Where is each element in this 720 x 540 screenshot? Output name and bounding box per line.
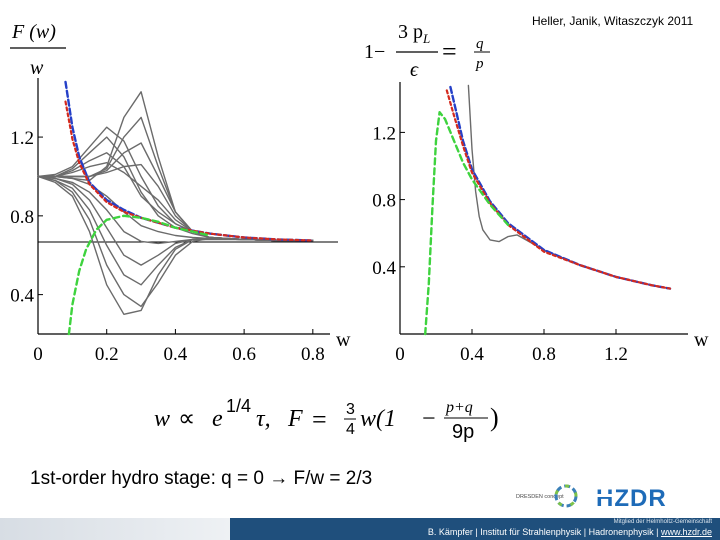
right-series-gray: [467, 84, 671, 290]
right-xlabel: w: [694, 329, 709, 351]
right-ylabel-prefix: 1−: [364, 41, 385, 63]
left-ylabel-denominator: w: [30, 57, 44, 79]
left-xtick-label: 0: [33, 344, 43, 365]
footer-link[interactable]: www.hzdr.de: [660, 527, 712, 537]
formula-pq: p+q: [445, 399, 473, 416]
formula-e: e: [212, 406, 223, 432]
dresden-concept-label: DRESDEN concept: [516, 494, 564, 500]
left-ylabel-numerator: F (w): [11, 21, 56, 43]
left-xtick-label: 0.2: [95, 344, 119, 365]
left-ytick-label: 0.4: [10, 286, 34, 307]
right-ytick-label: 1.2: [372, 123, 396, 144]
dresden-ring-icon: [554, 484, 578, 508]
left-xlabel: w: [336, 329, 351, 351]
left-series-gray: [37, 175, 314, 266]
right-ylabel-frac-sub: L: [422, 31, 430, 46]
footer-text: B. Kämpfer | Institut für Strahlenphysik…: [428, 527, 712, 537]
formula-prop: ∝: [178, 406, 195, 432]
formula-three: 3: [346, 401, 355, 418]
footer-member: Mitglied der Helmholtz-Gemeinschaft: [613, 519, 712, 525]
footer-credit: B. Kämpfer | Institut für Strahlenphysik…: [427, 527, 661, 537]
formula-eq: =: [312, 405, 327, 434]
formula-w2: w(1: [360, 406, 396, 432]
right-xtick-label: 1.2: [604, 344, 628, 365]
footer-left-band: [0, 518, 230, 540]
formula-w: w: [154, 406, 170, 432]
formula-close: ): [490, 403, 499, 432]
formula-exp: 1/4: [226, 396, 251, 416]
right-ylabel-frac-num: 3 pL: [398, 21, 430, 46]
formula-ninep: 9p: [452, 421, 474, 443]
left-ytick-label: 1.2: [10, 128, 34, 149]
dresden-concept-logo: DRESDEN concept: [516, 484, 578, 508]
logos: DRESDEN concept HZDR: [516, 484, 667, 512]
hzdr-logo-text: HZDR: [596, 485, 667, 512]
left-xtick-label: 0.4: [164, 344, 188, 365]
left-plot-layer: 0 0.2 0.4 0.6 0.8 1.2 0.8 0.4: [10, 78, 338, 365]
formula-tau: τ,: [256, 406, 271, 432]
left-xtick-label: 0.6: [232, 344, 256, 365]
right-ylabel-rhs-den: p: [475, 56, 484, 72]
hzdr-logo-accent: [596, 494, 618, 497]
formula-minus: −: [422, 406, 436, 432]
right-ytick-label: 0.4: [372, 258, 396, 279]
right-ytick-label: 0.8: [372, 191, 396, 212]
citation: Heller, Janik, Witaszczyk 2011: [532, 14, 694, 28]
caption: 1st-order hydro stage: q = 0 → F/w = 2/3: [30, 468, 373, 489]
formula-F: F: [287, 406, 303, 432]
right-xtick-label: 0: [395, 344, 405, 365]
left-series-gray: [37, 126, 314, 242]
left-series-blue-dashed: [64, 80, 314, 242]
hzdr-logo: HZDR: [596, 485, 667, 512]
right-ylabel-eq: =: [442, 37, 457, 66]
formula-four: 4: [346, 421, 355, 438]
right-ylabel-frac-num-text: 3 p: [398, 21, 423, 43]
left-ytick-label: 0.8: [10, 207, 34, 228]
left-series-green-dashed: [67, 214, 211, 336]
right-plot-layer: 0 0.4 0.8 1.2 1.2 0.8 0.4: [372, 82, 688, 365]
right-xtick-label: 0.8: [532, 344, 556, 365]
right-xtick-label: 0.4: [460, 344, 484, 365]
left-series-red-dashed: [64, 100, 314, 242]
right-ylabel-frac-den: ϵ: [410, 59, 419, 81]
formula: w ∝ e 1/4 τ, F = 3 4 w(1 − p+q 9p ): [154, 396, 499, 443]
right-ylabel-rhs-num: q: [476, 36, 484, 52]
right-series-green-dashed: [424, 111, 510, 336]
left-xtick-label: 0.8: [301, 344, 325, 365]
